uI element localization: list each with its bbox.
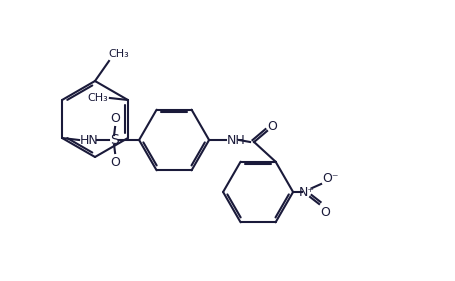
Text: N⁺: N⁺ xyxy=(298,185,314,198)
Text: O: O xyxy=(319,205,329,219)
Text: O⁻: O⁻ xyxy=(321,171,338,185)
Text: NH: NH xyxy=(227,133,245,146)
Text: O: O xyxy=(110,155,120,169)
Text: CH₃: CH₃ xyxy=(87,93,108,103)
Text: HN: HN xyxy=(80,133,99,146)
Text: O: O xyxy=(110,112,120,124)
Text: CH₃: CH₃ xyxy=(108,49,128,59)
Text: O: O xyxy=(267,119,277,133)
Text: S: S xyxy=(110,133,118,147)
